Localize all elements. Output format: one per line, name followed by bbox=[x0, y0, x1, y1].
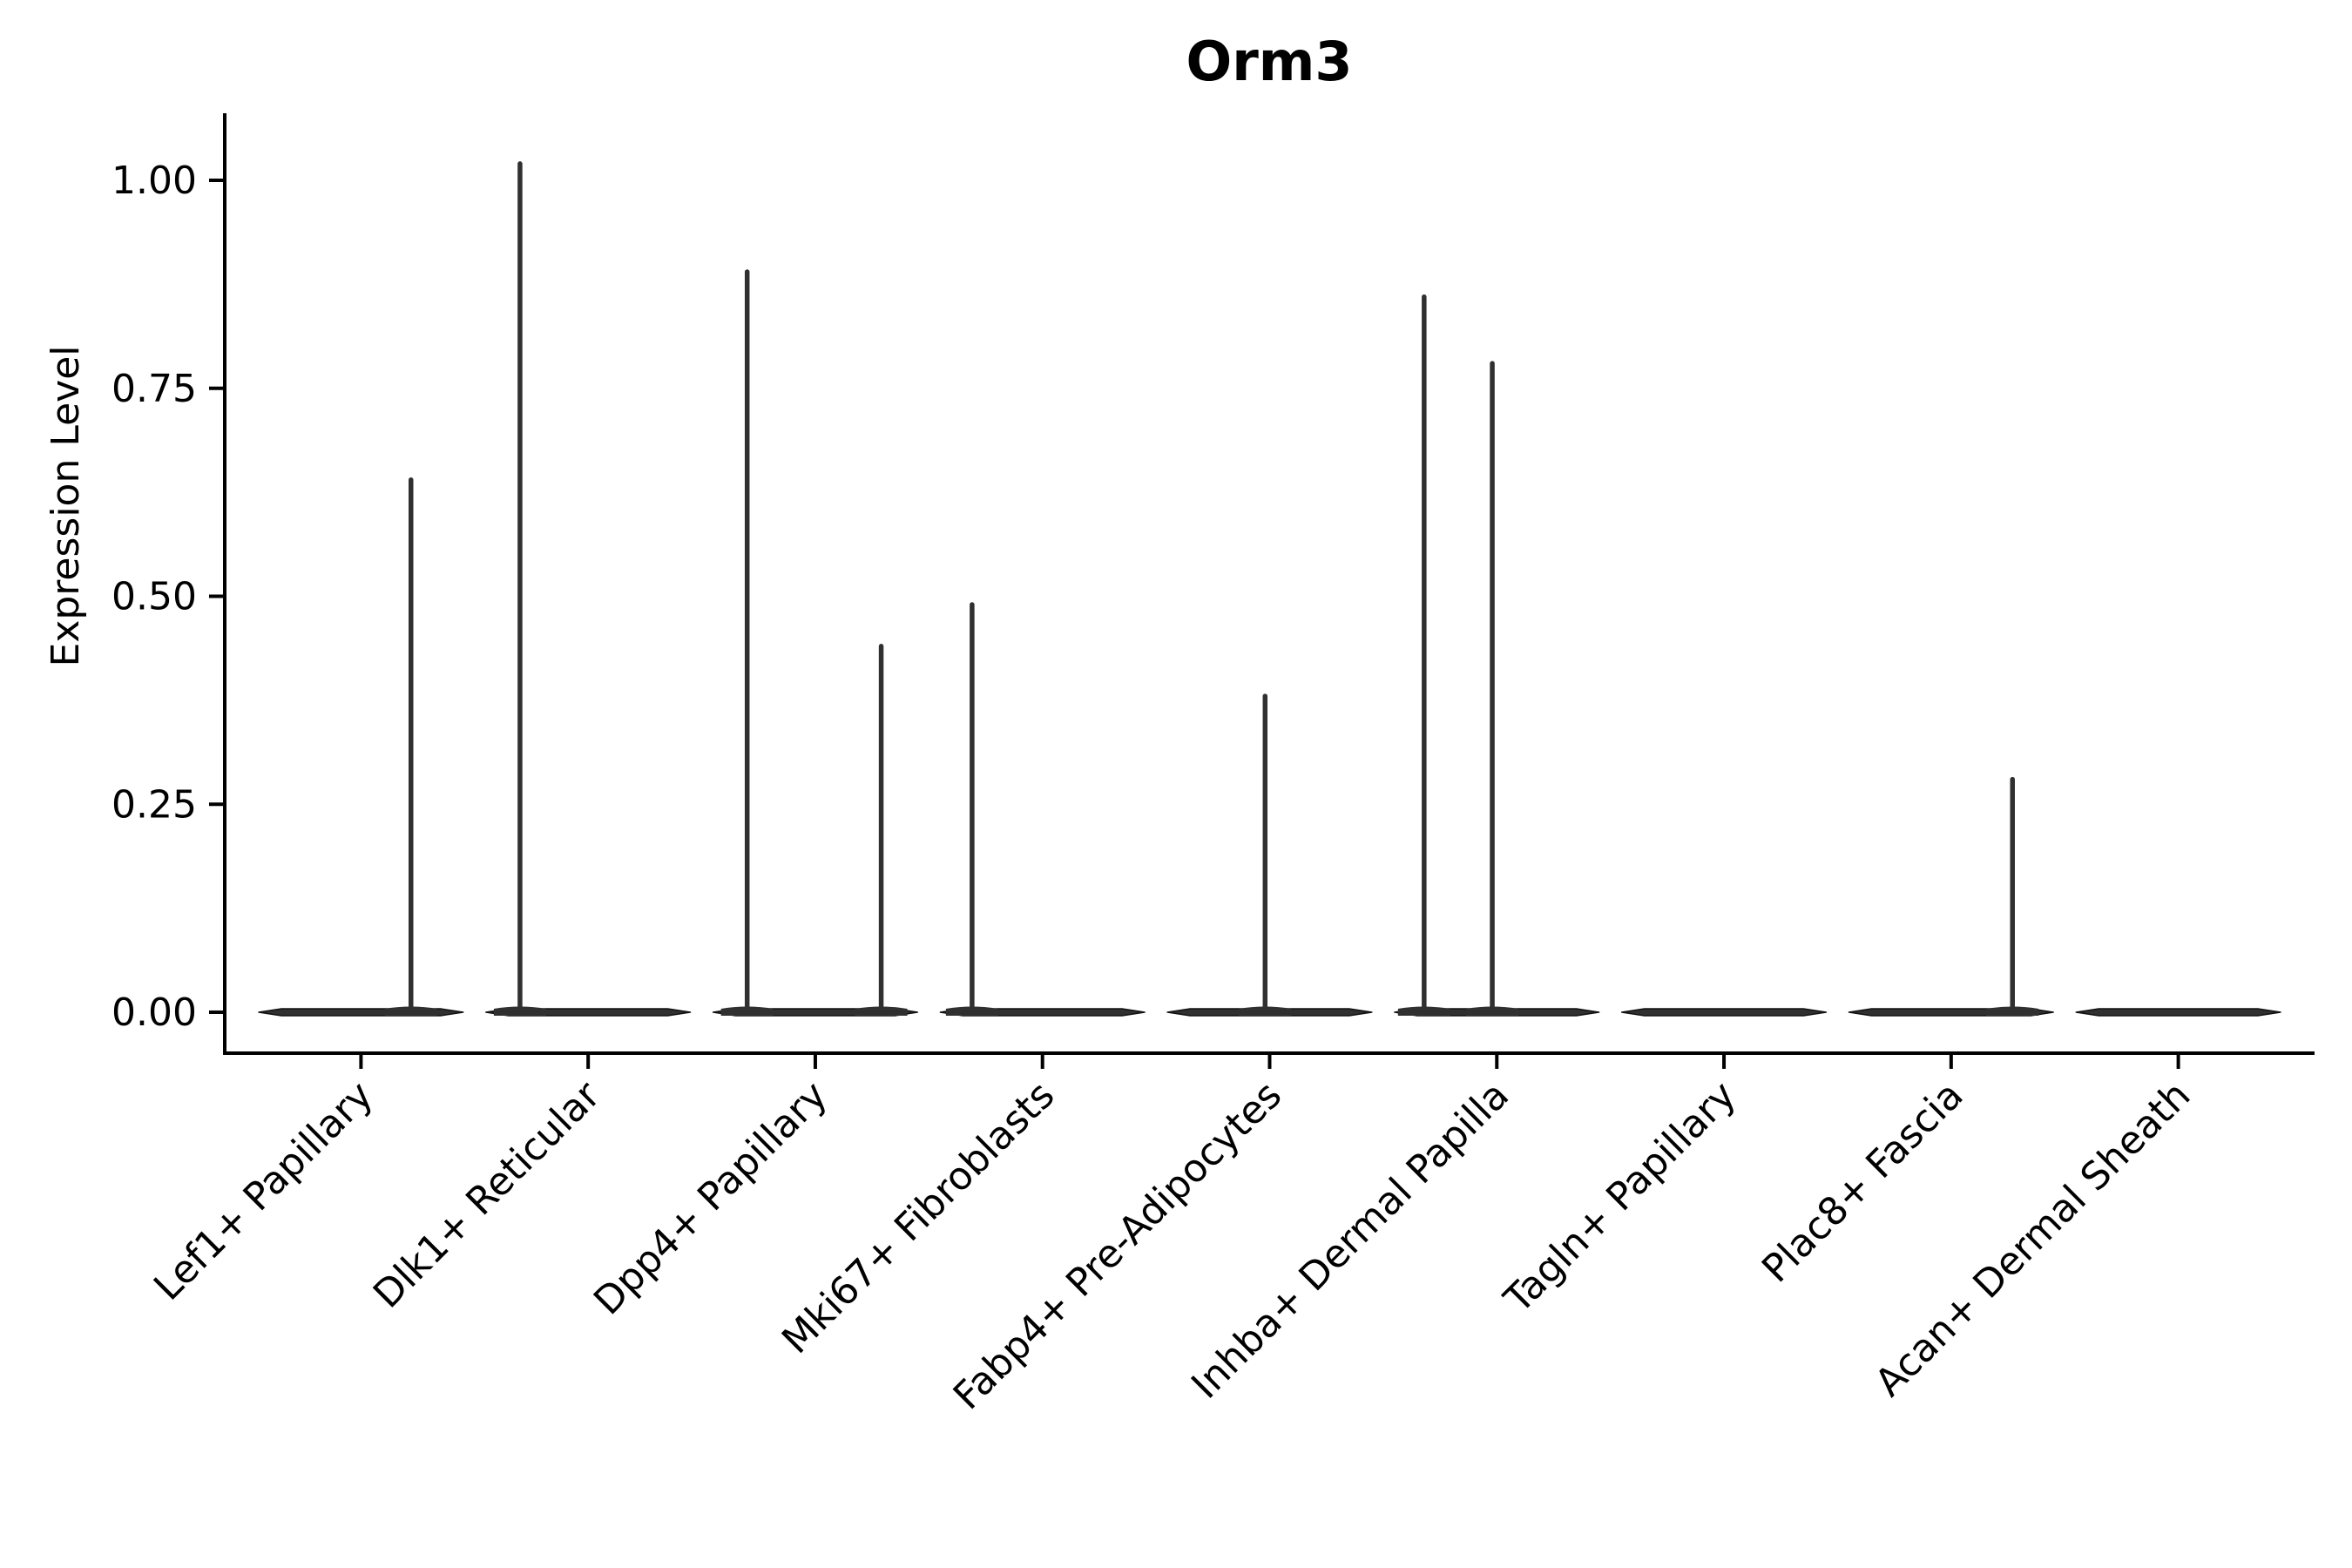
y-tick-label: 0.50 bbox=[112, 575, 197, 619]
chart-title: Orm3 bbox=[1186, 30, 1352, 93]
violin-zero-bar bbox=[2075, 1008, 2281, 1017]
y-tick-label: 0.00 bbox=[112, 990, 197, 1035]
x-tick-label: Tagln+ Papillary bbox=[1496, 1073, 1745, 1322]
y-axis-label: Expression Level bbox=[44, 346, 88, 667]
x-tick-label: Dpp4+ Papillary bbox=[585, 1073, 836, 1324]
y-tick-label: 1.00 bbox=[112, 159, 197, 203]
violin-zero-bar bbox=[1620, 1008, 1828, 1017]
x-tick-label: Dlk1+ Reticular bbox=[365, 1072, 610, 1317]
y-tick-label: 0.25 bbox=[112, 782, 197, 827]
y-tick-label: 0.75 bbox=[112, 367, 197, 411]
chart-generated-layer: 0.00 0.25 0.50 0.75 1.00 Lef1+ PapillaryDlk1+… bbox=[112, 113, 2315, 1418]
x-tick-label: Plac8+ Fascia bbox=[1754, 1073, 1972, 1292]
x-tick-label: Lef1+ Papillary bbox=[145, 1073, 382, 1309]
